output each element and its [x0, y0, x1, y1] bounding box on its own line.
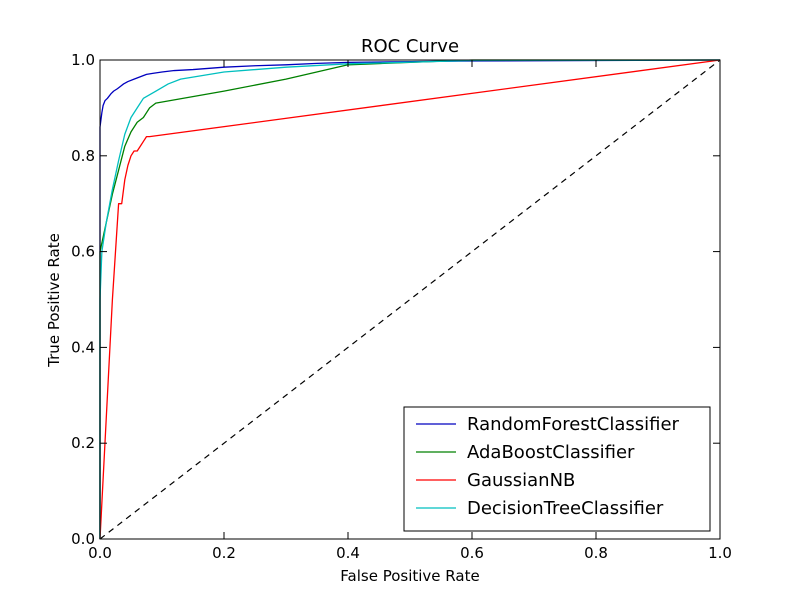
y-tick-label: 0.0: [71, 530, 95, 548]
y-tick-label: 0.2: [71, 434, 95, 452]
legend-label: DecisionTreeClassifier: [467, 498, 664, 519]
x-tick-label: 0.2: [212, 544, 236, 562]
legend-box: [403, 406, 711, 532]
axis-ticks: 0.0 0.2 0.4 0.6 0.8 1.0 0.0 0.2 0.4 0.6 0.8 1.0: [71, 51, 732, 562]
legend-label: RandomForestClassifier: [467, 414, 680, 435]
plot-lines: [99, 59, 721, 540]
x-tick-label: 0.0: [88, 544, 112, 562]
y-tick-label: 0.4: [71, 338, 95, 356]
y-axis-label: True Positive Rate: [45, 233, 63, 368]
x-tick-label: 0.8: [584, 544, 608, 562]
x-tick-label: 1.0: [708, 544, 732, 562]
series-line-decisiontreeclassifier: [99, 59, 721, 539]
chart-title: ROC Curve: [361, 36, 459, 57]
y-tick-label: 1.0: [71, 51, 95, 69]
series-line-gaussiannb: [99, 59, 721, 540]
y-tick-label: 0.6: [71, 243, 95, 261]
plot-frame: [99, 59, 721, 540]
x-axis-label: False Positive Rate: [340, 567, 479, 585]
legend-label: GaussianNB: [467, 470, 575, 491]
chance-diagonal-line: [99, 59, 721, 540]
legend-label: AdaBoostClassifier: [467, 442, 635, 463]
x-tick-label: 0.6: [460, 544, 484, 562]
series-line-randomforestclassifier: [99, 59, 721, 539]
legend: RandomForestClassifier AdaBoostClassifier…: [403, 406, 711, 532]
y-tick-label: 0.8: [71, 147, 95, 165]
x-tick-label: 0.4: [336, 544, 360, 562]
